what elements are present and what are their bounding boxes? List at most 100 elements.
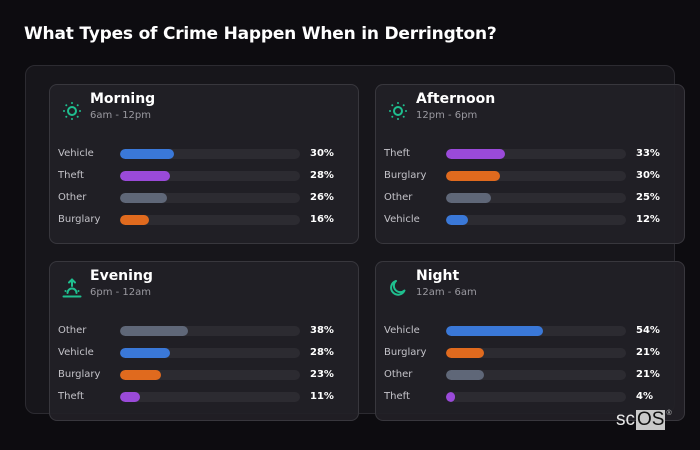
bar-fill <box>446 215 468 225</box>
bar-value: 11% <box>310 391 334 402</box>
bar-value: 33% <box>636 148 660 159</box>
bar-label: Theft <box>58 391 84 402</box>
bar-row-burglary: Burglary 23% <box>50 368 358 390</box>
bar-track <box>446 326 626 336</box>
bar-fill <box>446 149 506 159</box>
bar-label: Vehicle <box>384 214 420 225</box>
bar-value: 28% <box>310 347 334 358</box>
page-title: What Types of Crime Happen When in Derri… <box>24 24 497 44</box>
card-evening: Evening 6pm - 12am Other 38% Vehicle 28% Bur… <box>49 261 359 421</box>
bar-fill <box>446 348 484 358</box>
bar-label: Other <box>58 325 87 336</box>
bar-value: 30% <box>310 148 334 159</box>
bar-fill <box>120 193 167 203</box>
card-title: Afternoon <box>416 91 496 107</box>
bar-track <box>446 370 626 380</box>
bar-label: Vehicle <box>58 148 94 159</box>
card-time-range: 12pm - 6pm <box>416 110 478 121</box>
logo-prefix: sc <box>616 409 635 430</box>
bar-row-theft: Theft 28% <box>50 169 358 191</box>
bar-list: Theft 33% Burglary 30% Other 25% Vehicle 12% <box>376 147 684 235</box>
bar-track <box>446 348 626 358</box>
bar-value: 28% <box>310 170 334 181</box>
bar-row-vehicle: Vehicle 28% <box>50 346 358 368</box>
card-title: Evening <box>90 268 153 284</box>
bar-track <box>120 171 300 181</box>
sunset-icon <box>61 277 83 299</box>
card-time-range: 6pm - 12am <box>90 287 152 298</box>
bar-value: 16% <box>310 214 334 225</box>
bar-label: Vehicle <box>384 325 420 336</box>
card-morning: Morning 6am - 12pm Vehicle 30% Theft 28% Oth… <box>49 84 359 244</box>
bar-row-theft: Theft 4% <box>376 390 684 412</box>
bar-value: 4% <box>636 391 653 402</box>
bar-value: 23% <box>310 369 334 380</box>
bar-list: Other 38% Vehicle 28% Burglary 23% Theft 11% <box>50 324 358 412</box>
bar-value: 54% <box>636 325 660 336</box>
bar-value: 12% <box>636 214 660 225</box>
bar-track <box>446 392 626 402</box>
bar-label: Theft <box>384 148 410 159</box>
bar-track <box>120 193 300 203</box>
bar-fill <box>446 392 455 402</box>
bar-label: Theft <box>58 170 84 181</box>
bar-row-vehicle: Vehicle 30% <box>50 147 358 169</box>
bar-fill <box>120 348 171 358</box>
bar-fill <box>120 326 189 336</box>
bar-list: Vehicle 54% Burglary 21% Other 21% Theft 4% <box>376 324 684 412</box>
bar-value: 21% <box>636 369 660 380</box>
bar-row-theft: Theft 11% <box>50 390 358 412</box>
bar-row-vehicle: Vehicle 54% <box>376 324 684 346</box>
bar-row-burglary: Burglary 21% <box>376 346 684 368</box>
bar-value: 38% <box>310 325 334 336</box>
bar-value: 30% <box>636 170 660 181</box>
bar-track <box>446 171 626 181</box>
bar-fill <box>446 193 491 203</box>
bar-row-other: Other 25% <box>376 191 684 213</box>
bar-label: Burglary <box>58 369 101 380</box>
bar-value: 26% <box>310 192 334 203</box>
bar-fill <box>446 370 484 380</box>
bar-track <box>120 370 300 380</box>
bar-track <box>120 215 300 225</box>
logo-boxed: OS <box>636 409 666 430</box>
bar-fill <box>120 392 140 402</box>
bar-label: Other <box>384 369 413 380</box>
bar-fill <box>446 326 544 336</box>
moon-icon <box>387 277 409 299</box>
bar-row-vehicle: Vehicle 12% <box>376 213 684 235</box>
bar-list: Vehicle 30% Theft 28% Other 26% Burglary 16% <box>50 147 358 235</box>
card-afternoon: Afternoon 12pm - 6pm Theft 33% Burglary 30%… <box>375 84 685 244</box>
bar-track <box>446 149 626 159</box>
bar-value: 25% <box>636 192 660 203</box>
bar-row-other: Other 38% <box>50 324 358 346</box>
bar-row-other: Other 26% <box>50 191 358 213</box>
bar-label: Other <box>384 192 413 203</box>
card-night: Night 12am - 6am Vehicle 54% Burglary 21% Ot… <box>375 261 685 421</box>
bar-fill <box>120 215 149 225</box>
bar-fill <box>120 171 171 181</box>
card-time-range: 6am - 12pm <box>90 110 152 121</box>
card-time-range: 12am - 6am <box>416 287 477 298</box>
card-title: Night <box>416 268 460 284</box>
bar-row-theft: Theft 33% <box>376 147 684 169</box>
bar-label: Theft <box>384 391 410 402</box>
bar-fill <box>120 149 174 159</box>
bar-track <box>120 392 300 402</box>
sun-icon <box>61 100 83 122</box>
bar-track <box>446 193 626 203</box>
bar-label: Burglary <box>58 214 101 225</box>
bar-label: Burglary <box>384 170 427 181</box>
bar-label: Burglary <box>384 347 427 358</box>
bar-row-burglary: Burglary 16% <box>50 213 358 235</box>
bar-row-other: Other 21% <box>376 368 684 390</box>
bar-track <box>120 326 300 336</box>
bar-fill <box>120 370 162 380</box>
card-title: Morning <box>90 91 156 107</box>
bar-row-burglary: Burglary 30% <box>376 169 684 191</box>
registered-mark: ® <box>666 410 672 417</box>
bar-track <box>120 149 300 159</box>
scos-logo: sc OS ® <box>616 410 672 430</box>
bar-label: Other <box>58 192 87 203</box>
bar-fill <box>446 171 500 181</box>
